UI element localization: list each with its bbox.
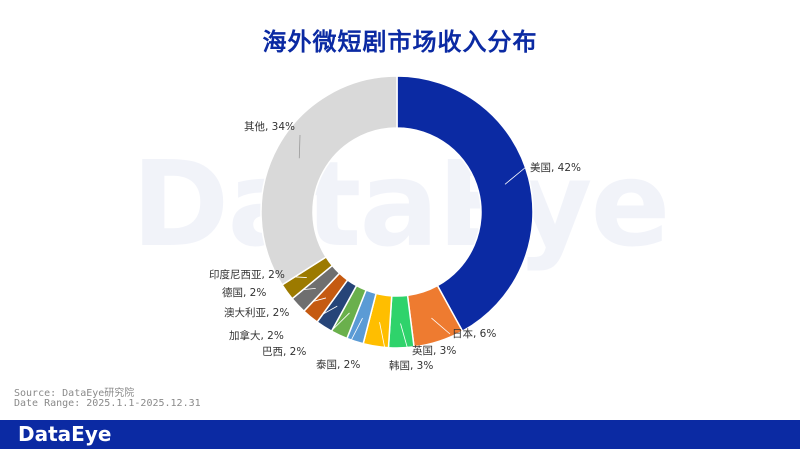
data-label-6: 巴西, 2% <box>262 346 306 358</box>
data-label-1: 美国, 42% <box>530 161 581 174</box>
data-label-9: 德国, 2% <box>222 286 266 299</box>
data-label-5: 泰国, 2% <box>316 358 360 371</box>
date-range-text: Date Range: 2025.1.1-2025.12.31 <box>14 398 201 409</box>
footer-logo: DataEye <box>18 422 112 446</box>
data-label-11: 其他, 34% <box>244 120 295 133</box>
source-text: Source: DataEye研究院 <box>14 388 135 399</box>
leader-line-4 <box>379 322 389 365</box>
data-label-7: 加拿大, 2% <box>229 329 284 342</box>
data-label-3: 英国, 3% <box>412 344 456 357</box>
data-label-8: 澳大利亚, 2% <box>224 306 289 319</box>
leader-line-7 <box>281 305 338 338</box>
donut-chart: 美国, 42% 日本, 6% 英国, 3% 韩国, 3% 泰国, 2% 巴西, 2% 加拿大… <box>209 75 581 372</box>
leader-line-3 <box>400 323 409 351</box>
watermark: DataEye <box>131 135 670 273</box>
leader-line-11 <box>298 134 301 159</box>
leader-line-1 <box>504 166 527 185</box>
chart-title: 海外微短剧市场收入分布 <box>262 28 538 56</box>
slice-11 <box>260 75 398 286</box>
data-label-10: 印度尼西亚, 2% <box>209 268 285 281</box>
leader-line-6 <box>309 312 350 353</box>
slice-1 <box>396 75 534 333</box>
data-label-2: 日本, 6% <box>452 327 496 340</box>
leader-line-2 <box>431 317 451 335</box>
data-label-4: 韩国, 3% <box>389 359 433 372</box>
leader-line-5 <box>339 317 363 363</box>
footer-bar: DataEye <box>0 420 800 449</box>
